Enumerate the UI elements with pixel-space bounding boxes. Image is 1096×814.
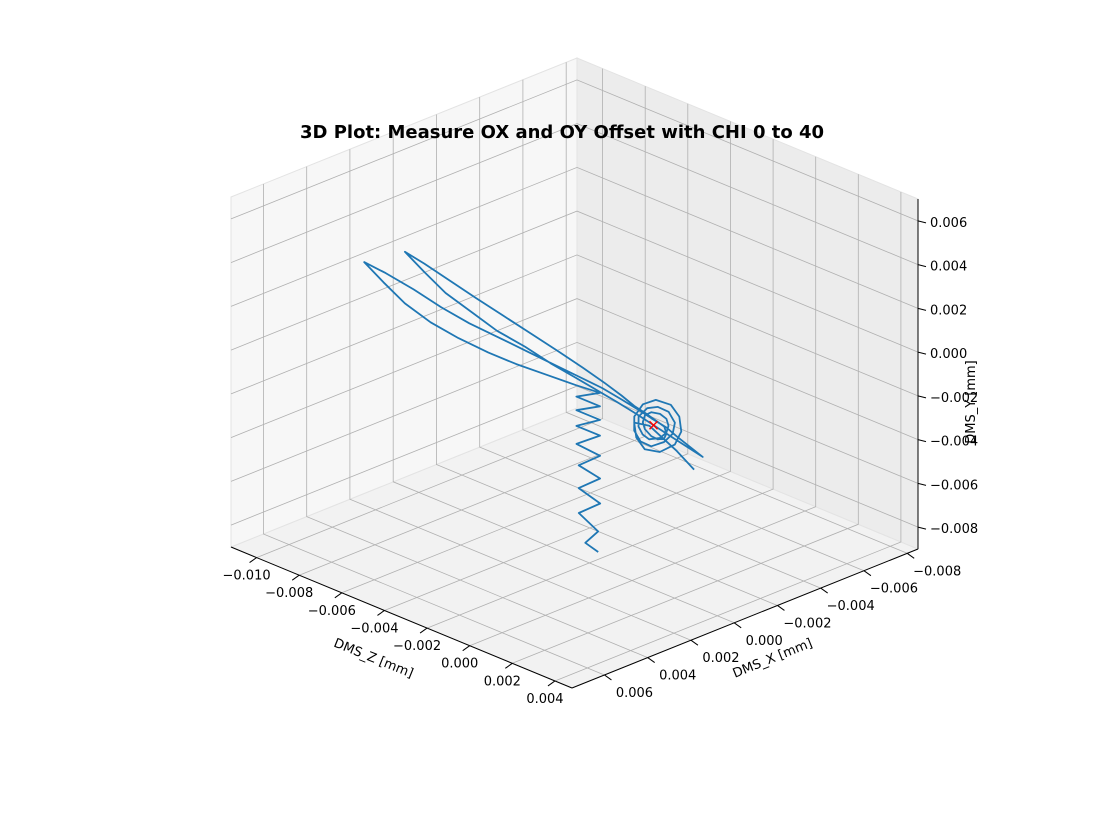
grid-lines — [230, 62, 919, 682]
z-tick-label: 0.004 — [930, 260, 967, 275]
z-tick-mark — [917, 526, 927, 530]
y-grid-line — [479, 97, 821, 589]
x-tick-label: −0.002 — [393, 639, 441, 654]
y-grid-line — [306, 166, 648, 658]
y-grid-line — [435, 114, 778, 606]
y-axis-line — [571, 548, 919, 689]
x-tick-mark — [291, 574, 300, 581]
z-grid-line — [230, 341, 919, 484]
x-tick-label: −0.006 — [308, 604, 356, 619]
y-tick-label: 0.004 — [659, 669, 696, 684]
series-line — [363, 250, 704, 553]
z-grid-line — [230, 298, 919, 440]
y-grid-line — [349, 149, 692, 641]
x-axis-line — [230, 546, 573, 689]
x-tick-label: −0.004 — [350, 621, 398, 636]
x-tick-mark — [505, 662, 513, 669]
x-grid-line — [256, 68, 603, 558]
z-tick-label: −0.002 — [930, 391, 978, 406]
x-grid-line — [341, 103, 689, 594]
marker-x-stroke — [649, 420, 659, 430]
z-grid-line — [230, 254, 919, 397]
z-tick-mark — [917, 395, 927, 399]
z-tick-label: −0.004 — [930, 435, 978, 450]
axis-panes — [229, 57, 920, 689]
z-tick-mark — [917, 220, 927, 224]
z-tick-label: 0.002 — [930, 303, 967, 318]
y-tick-label: 0.006 — [616, 686, 653, 701]
y-tick-label: −0.002 — [783, 616, 831, 631]
x-tick-mark — [377, 610, 385, 616]
axis-lines — [230, 199, 919, 689]
y-tick-label: −0.004 — [827, 599, 875, 614]
z-grid-line — [230, 210, 919, 353]
x-tick-label: 0.004 — [526, 692, 563, 707]
x-tick-label: 0.002 — [484, 674, 521, 689]
x-tick-mark — [419, 627, 428, 634]
y-tick-mark — [733, 622, 742, 629]
z-tick-mark — [917, 264, 927, 268]
y-tick-mark — [690, 639, 699, 646]
y-tick-mark — [604, 674, 612, 681]
y-tick-label: −0.006 — [870, 582, 918, 597]
z-tick-label: 0.006 — [930, 216, 967, 231]
y-tick-mark — [820, 587, 828, 594]
marker-group — [649, 420, 659, 430]
y-tick-label: 0.000 — [746, 634, 783, 649]
chart-title: 3D Plot: Measure OX and OY Offset with C… — [300, 122, 824, 143]
x-tick-label: −0.008 — [265, 586, 313, 601]
x-grid-line — [512, 174, 859, 664]
z-tick-mark — [917, 439, 927, 443]
z-tick-mark — [917, 482, 927, 486]
tick-labels: −0.010−0.008−0.006−0.004−0.0020.0000.002… — [223, 216, 979, 707]
y-tick-mark — [647, 657, 655, 664]
x-grid-line — [384, 121, 731, 611]
series-path — [363, 250, 704, 553]
x-grid-line — [554, 192, 902, 682]
z-tick-label: 0.000 — [930, 347, 967, 362]
z-tick-label: −0.008 — [930, 522, 978, 537]
x-tick-mark — [334, 592, 343, 599]
y-tick-mark — [863, 570, 872, 577]
z-grid-line — [230, 79, 919, 222]
x-tick-label: 0.000 — [441, 657, 478, 672]
y-grid-line — [522, 79, 865, 572]
y-tick-label: 0.002 — [702, 651, 739, 666]
z-tick-mark — [917, 307, 927, 311]
x-tick-label: −0.010 — [223, 569, 271, 584]
x-grid-line — [426, 139, 774, 629]
x-grid-line — [469, 156, 817, 647]
y-tick-label: −0.008 — [913, 564, 961, 579]
y-grid-line — [262, 184, 605, 676]
x-tick-mark — [249, 557, 257, 563]
z-tick-mark — [917, 351, 927, 355]
y-grid-line — [392, 131, 735, 624]
z-tick-label: −0.006 — [930, 478, 978, 493]
z-axis-label: DMS_Y [mm] — [964, 360, 979, 444]
z-grid-line — [230, 123, 919, 265]
x-tick-mark — [547, 680, 556, 687]
y-tick-mark — [906, 552, 915, 559]
y-grid-line — [565, 62, 908, 554]
z-grid-line — [230, 166, 919, 309]
y-tick-mark — [777, 605, 785, 611]
x-tick-mark — [462, 645, 470, 652]
